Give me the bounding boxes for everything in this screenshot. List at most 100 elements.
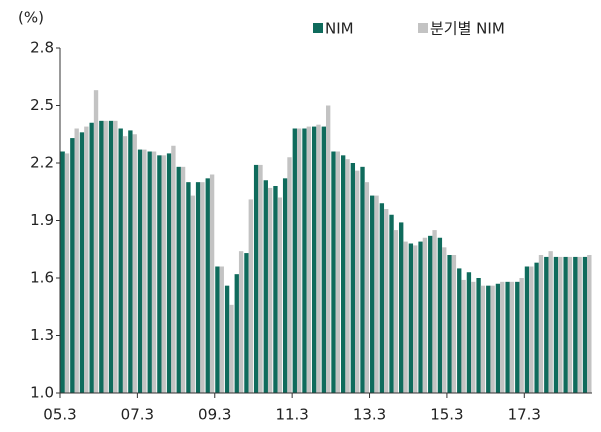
bar xyxy=(229,304,234,393)
bar xyxy=(399,222,404,393)
bar xyxy=(142,149,147,393)
bar xyxy=(287,157,292,393)
bar xyxy=(128,130,133,393)
bar xyxy=(418,241,423,393)
bar xyxy=(200,182,205,393)
bar xyxy=(93,90,99,394)
bar xyxy=(370,195,375,393)
bar xyxy=(582,256,588,393)
bar xyxy=(486,285,491,393)
bar xyxy=(180,166,186,393)
bar xyxy=(447,255,452,393)
y-axis-label: (%) xyxy=(18,9,44,27)
bar xyxy=(567,256,573,393)
bar xyxy=(432,230,437,393)
bar xyxy=(171,145,176,393)
bar xyxy=(234,274,239,393)
bar xyxy=(548,251,553,393)
bar xyxy=(379,203,385,393)
bar xyxy=(258,164,263,393)
bar xyxy=(277,197,282,393)
bar xyxy=(442,247,447,393)
bar xyxy=(413,245,418,393)
x-tick-label: 07.3 xyxy=(121,406,154,424)
bar xyxy=(509,281,515,393)
x-tick-label: 15.3 xyxy=(430,406,463,424)
x-tick-label: 09.3 xyxy=(198,406,231,424)
bar xyxy=(466,272,472,393)
bar xyxy=(408,243,414,393)
bar xyxy=(515,281,520,393)
bar xyxy=(263,180,268,393)
bar xyxy=(519,278,524,393)
bar xyxy=(587,255,592,393)
bar xyxy=(147,151,152,393)
bar xyxy=(186,182,191,393)
bar xyxy=(79,132,85,394)
bar xyxy=(166,153,172,393)
bar xyxy=(331,151,336,393)
bar xyxy=(345,159,350,393)
bar xyxy=(311,126,317,393)
bar xyxy=(437,237,443,393)
bar xyxy=(538,255,544,393)
bar xyxy=(238,251,244,393)
bar xyxy=(248,199,253,393)
bar xyxy=(558,256,563,393)
bar xyxy=(534,262,539,393)
bar xyxy=(451,255,457,393)
bar xyxy=(384,209,389,393)
bar xyxy=(505,281,510,393)
bar xyxy=(224,285,230,393)
bar xyxy=(176,166,181,393)
bar xyxy=(476,278,481,393)
bar xyxy=(113,120,118,393)
bar xyxy=(70,138,75,393)
bar xyxy=(205,178,210,393)
legend-swatch xyxy=(418,23,428,33)
bar xyxy=(253,164,259,393)
x-tick-label: 17.3 xyxy=(508,406,541,424)
bar xyxy=(457,268,462,393)
bar xyxy=(480,285,486,393)
bar xyxy=(461,279,466,393)
bar xyxy=(495,283,501,393)
bar xyxy=(302,128,307,393)
bar xyxy=(219,266,224,393)
bar xyxy=(60,151,65,393)
legend-swatch xyxy=(313,23,323,33)
x-tick-label: 11.3 xyxy=(275,406,308,424)
bar xyxy=(471,281,476,393)
y-tick-label: 2.8 xyxy=(30,39,54,57)
bar xyxy=(132,134,137,393)
bar xyxy=(195,182,201,393)
bar xyxy=(374,195,379,393)
y-tick-label: 2.2 xyxy=(30,154,54,172)
bar xyxy=(157,155,162,393)
bar xyxy=(108,120,114,393)
bar xyxy=(244,253,249,393)
bar xyxy=(209,174,215,393)
x-tick-label: 13.3 xyxy=(353,406,386,424)
bar xyxy=(306,126,312,393)
bar xyxy=(316,124,321,394)
bar xyxy=(74,128,79,393)
bar xyxy=(340,155,346,393)
bar xyxy=(428,235,433,393)
bar xyxy=(350,163,356,393)
bar xyxy=(137,149,143,393)
bar xyxy=(64,153,70,393)
bar xyxy=(215,266,220,393)
bar xyxy=(118,128,123,393)
bar xyxy=(296,128,302,393)
bar xyxy=(267,187,273,393)
bar xyxy=(292,128,297,393)
bar xyxy=(273,186,278,393)
bar xyxy=(161,155,166,393)
legend-label: NIM xyxy=(325,20,354,38)
bar xyxy=(422,237,428,393)
bar xyxy=(524,266,530,393)
bar xyxy=(321,126,326,393)
bar xyxy=(190,195,195,393)
bar xyxy=(577,256,582,393)
